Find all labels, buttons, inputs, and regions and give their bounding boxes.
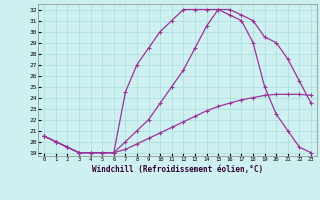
X-axis label: Windchill (Refroidissement éolien,°C): Windchill (Refroidissement éolien,°C) (92, 165, 263, 174)
